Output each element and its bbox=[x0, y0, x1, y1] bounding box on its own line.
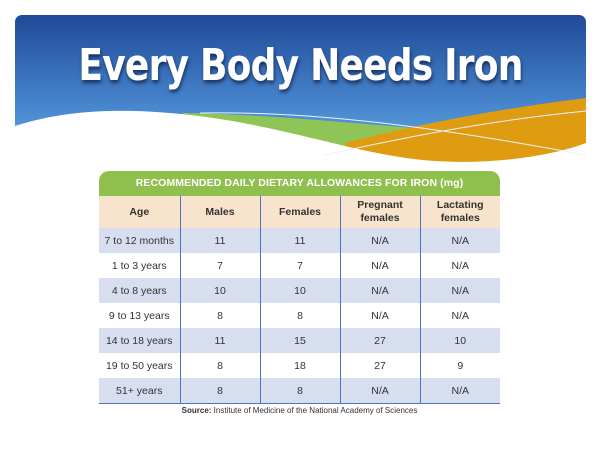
table-row: 51+ years 8 8 N/A N/A bbox=[99, 378, 500, 404]
cell-lactating: N/A bbox=[419, 378, 500, 404]
cell-age: 51+ years bbox=[99, 378, 180, 404]
cell-lactating: N/A bbox=[419, 303, 500, 328]
cell-lactating: N/A bbox=[419, 278, 500, 303]
cell-pregnant: N/A bbox=[339, 278, 420, 303]
cell-age: 7 to 12 months bbox=[99, 228, 180, 253]
cell-females: 15 bbox=[259, 328, 340, 353]
cell-females: 8 bbox=[259, 303, 340, 328]
cell-age: 1 to 3 years bbox=[99, 253, 180, 278]
cell-pregnant: N/A bbox=[339, 228, 420, 253]
cell-age: 4 to 8 years bbox=[99, 278, 180, 303]
table-header-row: Age Males Females Pregnant females Lacta… bbox=[99, 196, 500, 228]
cell-females: 11 bbox=[259, 228, 340, 253]
table-row: 4 to 8 years 10 10 N/A N/A bbox=[99, 278, 500, 303]
cell-pregnant: N/A bbox=[339, 378, 420, 404]
page-title: Every Body Needs Iron bbox=[78, 40, 523, 91]
wave-background-graphic bbox=[15, 15, 586, 175]
title-banner: Every Body Needs Iron bbox=[15, 15, 586, 175]
column-header-males: Males bbox=[179, 196, 260, 228]
cell-males: 8 bbox=[179, 353, 260, 378]
table-row: 14 to 18 years 11 15 27 10 bbox=[99, 328, 500, 353]
cell-females: 10 bbox=[259, 278, 340, 303]
source-citation: Source: Institute of Medicine of the Nat… bbox=[99, 404, 500, 418]
cell-pregnant: 27 bbox=[339, 353, 420, 378]
table-row: 7 to 12 months 11 11 N/A N/A bbox=[99, 228, 500, 253]
cell-females: 18 bbox=[259, 353, 340, 378]
cell-pregnant: N/A bbox=[339, 253, 420, 278]
table-row: 9 to 13 years 8 8 N/A N/A bbox=[99, 303, 500, 328]
source-label: Source: bbox=[181, 406, 212, 415]
cell-males: 11 bbox=[179, 328, 260, 353]
source-text: Institute of Medicine of the National Ac… bbox=[211, 406, 418, 415]
cell-age: 14 to 18 years bbox=[99, 328, 180, 353]
cell-lactating: N/A bbox=[419, 253, 500, 278]
cell-pregnant: 27 bbox=[339, 328, 420, 353]
iron-rda-table: RECOMMENDED DAILY DIETARY ALLOWANCES FOR… bbox=[99, 171, 500, 404]
cell-females: 7 bbox=[259, 253, 340, 278]
cell-males: 10 bbox=[179, 278, 260, 303]
cell-males: 8 bbox=[179, 303, 260, 328]
table-row: 1 to 3 years 7 7 N/A N/A bbox=[99, 253, 500, 278]
column-header-females: Females bbox=[259, 196, 340, 228]
table-row: 19 to 50 years 8 18 27 9 bbox=[99, 353, 500, 378]
cell-age: 9 to 13 years bbox=[99, 303, 180, 328]
column-header-lactating: Lactating females bbox=[419, 196, 500, 228]
cell-males: 8 bbox=[179, 378, 260, 404]
cell-lactating: N/A bbox=[419, 228, 500, 253]
table-title: RECOMMENDED DAILY DIETARY ALLOWANCES FOR… bbox=[99, 171, 500, 196]
cell-males: 11 bbox=[179, 228, 260, 253]
column-header-age: Age bbox=[99, 196, 180, 228]
cell-females: 8 bbox=[259, 378, 340, 404]
lactating-header-text: Lactating females bbox=[436, 199, 484, 224]
cell-males: 7 bbox=[179, 253, 260, 278]
pregnant-header-text: Pregnant females bbox=[357, 199, 403, 224]
cell-pregnant: N/A bbox=[339, 303, 420, 328]
column-header-pregnant: Pregnant females bbox=[339, 196, 420, 228]
cell-lactating: 9 bbox=[419, 353, 500, 378]
cell-lactating: 10 bbox=[419, 328, 500, 353]
cell-age: 19 to 50 years bbox=[99, 353, 180, 378]
